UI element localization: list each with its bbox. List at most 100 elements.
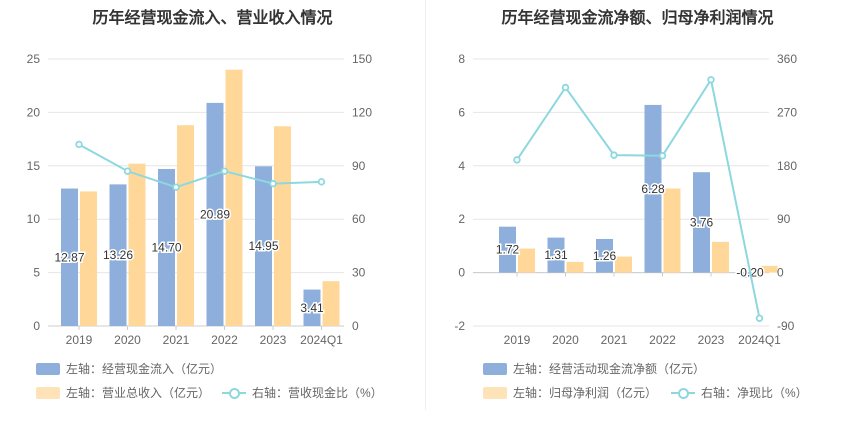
x-tick-label: 2020: [114, 333, 141, 347]
bar-primary: [158, 169, 175, 326]
x-tick-label: 2021: [601, 333, 628, 347]
x-tick-label: 2022: [211, 333, 238, 347]
x-tick-label: 2020: [552, 333, 579, 347]
bar-primary: [693, 172, 710, 273]
y-left-tick-label: 6: [458, 105, 465, 119]
x-tick-label: 2021: [163, 333, 190, 347]
chart-title-left: 历年经营现金流入、营业收入情况: [92, 10, 333, 27]
y-left-tick-label: 0: [33, 319, 40, 333]
bar-secondary: [566, 261, 584, 273]
line-point: [658, 152, 667, 160]
bar-primary: [206, 102, 224, 326]
bar-primary: [547, 237, 565, 273]
chart-svg-left: 0 5 10 15 20 25 0 30 60 90 120 150 2019 2020 2021 2022 2…: [27, 52, 373, 347]
x-tick-label: 2019: [504, 333, 531, 347]
data-label: 3.76: [690, 215, 714, 229]
line-point: [172, 183, 180, 191]
bar-secondary: [663, 188, 681, 273]
y-left-tick-label: 5: [33, 266, 40, 280]
line-point: [610, 151, 618, 159]
bar-primary: [61, 188, 78, 326]
panel-divider: [425, 0, 426, 410]
line-point: [269, 179, 277, 188]
y-left-tick-label: 25: [27, 52, 41, 66]
data-label: 14.95: [248, 239, 278, 253]
data-label: 14.70: [151, 241, 181, 255]
y-right-tick-label: 90: [777, 212, 791, 226]
legend-label-inflow: 左轴：经营现金流入（亿元）: [66, 362, 223, 376]
legend-item-inflow[interactable]: 左轴：经营现金流入（亿元）: [36, 360, 222, 377]
legend-swatch-revenue: [36, 387, 60, 399]
bar-secondary: [322, 281, 340, 326]
legend-label-cash-ratio: 右轴：营收现金比（%）: [252, 386, 383, 400]
legend-swatch-net-cash: [483, 363, 507, 375]
legend-label-net-cash: 左轴：经营活动现金流净额（亿元）: [513, 362, 706, 376]
series-line: [516, 77, 761, 319]
y-right-tick-label: 30: [352, 266, 366, 280]
legend-label-revenue: 左轴：营业总收入（亿元）: [66, 386, 211, 400]
legend-swatch-inflow: [36, 363, 60, 375]
y-left-tick-label: 0: [458, 266, 465, 280]
y-left-tick-label: 15: [27, 159, 41, 173]
y-left-tick-label: 4: [458, 159, 465, 173]
x-tick-label: 2024Q1: [300, 333, 343, 347]
data-label: 1.26: [593, 249, 617, 263]
y-left-tick-label: 2: [458, 212, 465, 226]
legend-line-icon: [222, 387, 246, 399]
y-right-tick-label: 120: [352, 105, 372, 119]
bar-secondary: [712, 241, 729, 273]
legend-item-cash-ratio[interactable]: 右轴：营收现金比（%）: [222, 384, 383, 401]
data-label: 13.26: [103, 248, 133, 262]
x-tick-label: 2023: [698, 333, 725, 347]
y-right-tick-label: 0: [777, 266, 784, 280]
bar-primary: [303, 289, 321, 326]
bar-primary: [255, 166, 272, 326]
line-point: [707, 76, 715, 84]
line-point: [220, 167, 229, 175]
legend-swatch-net-profit: [483, 387, 507, 399]
y-left-tick-label: 8: [458, 52, 465, 66]
line-point: [123, 167, 132, 175]
bar-secondary: [760, 265, 778, 273]
y-right-tick-label: 150: [352, 52, 372, 66]
bar-primary: [596, 238, 613, 273]
bar-primary: [644, 104, 662, 273]
bar-primary: [499, 226, 516, 273]
x-tick-label: 2019: [66, 333, 93, 347]
legend-label-net-cash-ratio: 右轴：净现比（%）: [701, 386, 808, 400]
line-point: [755, 314, 764, 322]
data-label: 1.31: [544, 248, 568, 262]
legend-item-revenue[interactable]: 左轴：营业总收入（亿元）: [36, 384, 210, 401]
bar-secondary: [615, 256, 632, 273]
y-left-tick-label: 20: [27, 105, 41, 119]
series-line: [78, 143, 322, 189]
legend-item-net-cash[interactable]: 左轴：经营活动现金流净额（亿元）: [483, 360, 705, 377]
chart-svg-right: -2 0 2 4 6 8 -90 0 90 180 270 360 2019 2020 2021 2022 20…: [454, 52, 797, 347]
data-label: 1.72: [496, 243, 520, 257]
y-right-tick-label: 360: [777, 52, 797, 66]
chart-title-right: 历年经营现金流净额、归母净利润情况: [501, 10, 774, 27]
bar-secondary: [80, 191, 97, 326]
bar-secondary: [274, 126, 291, 326]
bar-secondary: [518, 248, 535, 273]
y-right-tick-label: 90: [352, 159, 366, 173]
x-tick-label: 2024Q1: [738, 333, 781, 347]
y-right-tick-label: 180: [777, 159, 797, 173]
bar-secondary: [177, 125, 194, 326]
data-label: 12.87: [54, 250, 84, 264]
legend-item-net-cash-ratio[interactable]: 右轴：净现比（%）: [671, 384, 808, 401]
line-point: [317, 178, 326, 186]
bar-secondary: [225, 69, 243, 327]
x-tick-label: 2023: [260, 333, 287, 347]
data-label: 6.28: [641, 182, 665, 196]
y-left-tick-label: 10: [27, 212, 41, 226]
line-point: [561, 83, 570, 92]
y-left-tick-label: -2: [454, 319, 465, 333]
legend-line-icon: [671, 387, 695, 399]
legend-item-net-profit[interactable]: 左轴：归母净利润（亿元）: [483, 384, 657, 401]
data-label: 20.89: [200, 207, 230, 221]
y-right-tick-label: 0: [352, 319, 359, 333]
y-right-tick-label: 270: [777, 105, 797, 119]
y-right-tick-label: -90: [777, 319, 795, 333]
bar-secondary: [128, 163, 146, 326]
